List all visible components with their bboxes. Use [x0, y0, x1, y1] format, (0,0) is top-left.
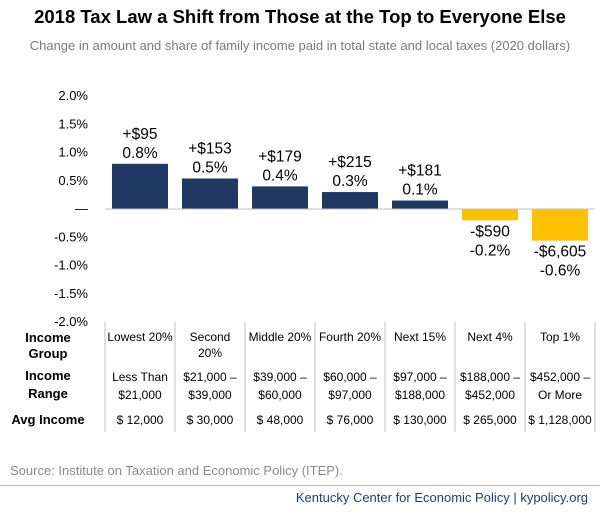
income-group-cell: Next 4% [467, 330, 513, 344]
income-range-cell: Or More [538, 388, 582, 402]
bar-share-label: 0.3% [332, 173, 368, 190]
income-range-cell: $188,000 [395, 388, 445, 402]
bar [532, 209, 588, 241]
bar-amount-label: +$215 [328, 154, 372, 171]
y-tick-label: -2.0% [54, 314, 88, 329]
income-range-cell: $452,000 [465, 388, 515, 402]
y-tick-label: 1.5% [58, 116, 88, 131]
table-row-header: Income [25, 368, 71, 383]
income-range-cell: $21,000 [118, 388, 162, 402]
footer-divider [0, 485, 600, 486]
income-range-cell: $39,000 – [253, 370, 307, 384]
bar-amount-label: +$181 [398, 163, 442, 180]
bar-amount-label: -$590 [470, 223, 510, 240]
y-tick-label: -1.5% [54, 286, 88, 301]
chart-subtitle: Change in amount and share of family inc… [29, 38, 571, 53]
income-group-cell: Lowest 20% [107, 330, 173, 344]
bar-share-label: 0.5% [192, 159, 228, 176]
income-group-cell: Second [190, 330, 231, 344]
bar-share-label: 0.8% [122, 145, 158, 162]
avg-income-cell: $ 1,128,000 [528, 413, 592, 427]
bar-amount-label: +$179 [258, 148, 302, 165]
bar-share-label: 0.4% [262, 167, 298, 184]
avg-income-cell: $ 30,000 [187, 413, 234, 427]
bar [112, 163, 168, 209]
chart-title: 2018 Tax Law a Shift from Those at the T… [34, 6, 566, 27]
avg-income-cell: $ 48,000 [257, 413, 304, 427]
source-note: Source: Institute on Taxation and Econom… [10, 463, 343, 478]
avg-income-cell: $ 76,000 [327, 413, 374, 427]
income-group-cell: Next 15% [394, 330, 446, 344]
income-range-cell: $452,000 – [530, 370, 590, 384]
bar [462, 209, 518, 221]
income-group-cell: Top 1% [540, 330, 580, 344]
avg-income-cell: $ 265,000 [463, 413, 517, 427]
table-row-header: Income [25, 330, 71, 345]
bar-amount-label: +$153 [188, 140, 232, 157]
income-range-cell: $188,000 – [460, 370, 520, 384]
income-range-cell: $60,000 [258, 388, 302, 402]
y-tick-label: 0.5% [58, 173, 88, 188]
bar [182, 178, 238, 209]
bar [252, 186, 308, 209]
y-tick-label: -0.5% [54, 229, 88, 244]
y-tick-label: 2.0% [58, 88, 88, 103]
income-group-cell: Middle 20% [249, 330, 312, 344]
income-range-cell: $21,000 – [183, 370, 237, 384]
bar [322, 192, 378, 209]
income-group-cell: Fourth 20% [319, 330, 381, 344]
bar-share-label: 0.1% [402, 182, 438, 199]
income-range-cell: $60,000 – [323, 370, 377, 384]
y-tick-label: 1.0% [58, 145, 88, 160]
income-group-cell: 20% [198, 346, 222, 360]
bar-share-label: -0.6% [540, 263, 581, 280]
y-tick-label: — [75, 201, 88, 216]
footer-credit: Kentucky Center for Economic Policy | ky… [295, 490, 588, 505]
y-tick-label: -1.0% [54, 258, 88, 273]
bar-chart: 2.0% 1.5% 1.0% 0.5% — -0.5% -1.0% -1.5% -2.0% +$9… [11, 88, 596, 432]
table-row-header: Group [29, 346, 68, 361]
bar-amount-label: +$95 [123, 126, 158, 143]
avg-income-cell: $ 12,000 [117, 413, 164, 427]
income-range-cell: $97,000 [328, 388, 372, 402]
income-range-cell: $97,000 – [393, 370, 447, 384]
table-row-header: Range [28, 386, 68, 401]
income-range-cell: $39,000 [188, 388, 232, 402]
avg-income-cell: $ 130,000 [393, 413, 447, 427]
table-row-header: Avg Income [11, 412, 84, 427]
income-range-cell: Less Than [112, 370, 168, 384]
bar-share-label: -0.2% [470, 242, 511, 259]
bar-amount-label: -$6,605 [534, 244, 587, 261]
bar [392, 200, 448, 209]
